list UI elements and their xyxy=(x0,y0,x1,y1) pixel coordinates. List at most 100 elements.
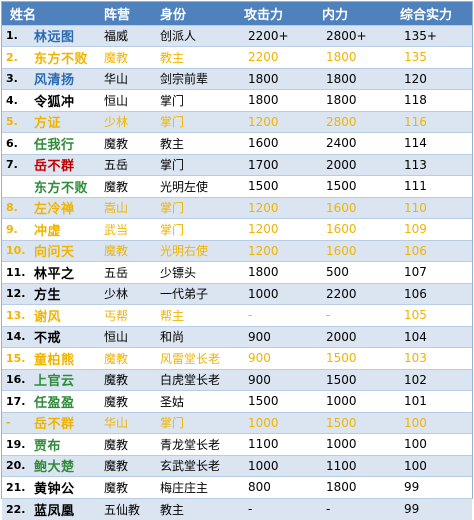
name-cell: 岳不群 xyxy=(32,153,99,176)
name-cell: 令狐冲 xyxy=(32,89,99,111)
table-row: 7. 岳不群 五岳 掌门 1700 2000 113 xyxy=(2,153,473,176)
table-row: 3. 风清扬 华山 剑宗前辈 1800 1800 120 xyxy=(2,67,473,90)
faction-cell: 魔教 xyxy=(98,476,155,498)
total-cell: 104 xyxy=(394,325,473,348)
rank-cell: 9. xyxy=(2,218,32,240)
table-row: 11. 林平之 五岳 少镖头 1800 500 107 xyxy=(2,261,473,283)
rank-cell: 13. xyxy=(2,304,32,326)
inner-cell: 1000 xyxy=(316,433,395,455)
rank-cell: 6. xyxy=(2,132,32,154)
total-cell: 118 xyxy=(394,89,473,111)
inner-cell: 1800 xyxy=(316,67,395,90)
table-row: 16. 上官云 魔教 白虎堂长老 900 1500 102 xyxy=(2,368,473,391)
name-cell: 冲虚 xyxy=(32,218,99,240)
inner-cell: 1600 xyxy=(316,218,395,240)
total-cell: 103 xyxy=(394,347,473,369)
inner-cell: 1100 xyxy=(316,454,395,477)
name-cell: 童柏熊 xyxy=(32,347,99,369)
inner-cell: 2000 xyxy=(316,153,395,176)
total-cell: 113 xyxy=(394,153,473,176)
name-cell: 贾布 xyxy=(32,433,99,455)
inner-cell: 2800 xyxy=(316,110,395,133)
total-cell: 135+ xyxy=(394,24,473,47)
faction-cell: 魔教 xyxy=(98,368,155,391)
total-cell: 109 xyxy=(394,218,473,240)
total-cell: 120 xyxy=(394,67,473,90)
attack-cell: 1800 xyxy=(238,89,317,111)
rank-cell: - xyxy=(2,411,32,434)
table-row: 2. 东方不败 魔教 教主 2200 1800 135 xyxy=(2,46,473,68)
attack-cell: 800 xyxy=(238,476,317,498)
faction-cell: 魔教 xyxy=(98,433,155,455)
rank-cell: 22. xyxy=(2,497,32,520)
table-row: 13. 谢风 丐帮 帮主 - -105 xyxy=(2,304,473,326)
role-cell: 掌门 xyxy=(154,153,239,176)
total-cell: 99 xyxy=(394,476,473,498)
inner-cell: 1600 xyxy=(316,196,395,219)
header-total: 综合实力 xyxy=(394,2,473,25)
faction-cell: 恒山 xyxy=(98,89,155,111)
attack-cell: 1200 xyxy=(238,218,317,240)
total-cell: 111 xyxy=(394,175,473,197)
total-cell: 114 xyxy=(394,132,473,154)
rank-cell: 16. xyxy=(2,368,32,391)
table-row: 12. 方生 少林 一代弟子 1000 2200 106 xyxy=(2,282,473,305)
inner-cell: 1800 xyxy=(316,46,395,68)
role-cell: 青龙堂长老 xyxy=(154,433,239,455)
total-cell: 135 xyxy=(394,46,473,68)
inner-cell: 1600 xyxy=(316,239,395,262)
attack-cell: 1200 xyxy=(238,110,317,133)
table-row: - 岳不群 华山 掌门 1000 1500 100 xyxy=(2,411,473,434)
total-cell: 107 xyxy=(394,261,473,283)
role-cell: 教主 xyxy=(154,497,239,520)
rank-cell: 21. xyxy=(2,476,32,498)
attack-cell: 900 xyxy=(238,325,317,348)
attack-cell: 1200 xyxy=(238,196,317,219)
name-cell: 林远图 xyxy=(32,24,99,47)
table-row: 15. 童柏熊 魔教 风雷堂长老 900 1500 103 xyxy=(2,347,473,369)
table-row: 10. 向问天 魔教 光明右使 1200 1600 106 xyxy=(2,239,473,262)
total-cell: 100 xyxy=(394,411,473,434)
faction-cell: 五岳 xyxy=(98,261,155,283)
rank-cell: 5. xyxy=(2,110,32,133)
attack-cell: 1600 xyxy=(238,132,317,154)
name-cell: 上官云 xyxy=(32,368,99,391)
table-row: 14. 不戒 恒山 和尚 900 2000 104 xyxy=(2,325,473,348)
role-cell: 掌门 xyxy=(154,411,239,434)
role-cell: 和尚 xyxy=(154,325,239,348)
role-cell: 掌门 xyxy=(154,218,239,240)
table-row: 9. 冲虚 武当 掌门 1200 1600 109 xyxy=(2,218,473,240)
table-row: 17. 任盈盈 魔教 圣姑 1500 1000 101 xyxy=(2,390,473,412)
role-cell: 风雷堂长老 xyxy=(154,347,239,369)
inner-cell: 2000 xyxy=(316,325,395,348)
attack-cell: 2200+ xyxy=(238,24,317,47)
rank-cell: 15. xyxy=(2,347,32,369)
table-row: 19. 贾布 魔教 青龙堂长老 1100 1000 100 xyxy=(2,433,473,455)
inner-cell: 1500 xyxy=(316,347,395,369)
inner-cell: - xyxy=(316,304,395,326)
rank-cell: 1. xyxy=(2,24,32,47)
inner-cell: 1500 xyxy=(316,175,395,197)
role-cell: 玄武堂长老 xyxy=(154,454,239,477)
rank-cell: 7. xyxy=(2,153,32,176)
rank-cell: 4. xyxy=(2,89,32,111)
inner-cell: 2400 xyxy=(316,132,395,154)
faction-cell: 五仙教 xyxy=(98,497,155,520)
name-cell: 方证 xyxy=(32,110,99,133)
role-cell: 掌门 xyxy=(154,89,239,111)
header-inner: 内力 xyxy=(316,2,395,25)
header-faction: 阵营 xyxy=(98,2,155,25)
role-cell: 光明左使 xyxy=(154,175,239,197)
attack-cell: - xyxy=(238,497,317,520)
name-cell: 向问天 xyxy=(32,239,99,262)
faction-cell: 武当 xyxy=(98,218,155,240)
total-cell: 116 xyxy=(394,110,473,133)
inner-cell: 2200 xyxy=(316,282,395,305)
name-cell: 左冷禅 xyxy=(32,196,99,219)
role-cell: 剑宗前辈 xyxy=(154,67,239,90)
header-role: 身份 xyxy=(154,2,239,25)
inner-cell: 1500 xyxy=(316,411,395,434)
rank-cell: 8. xyxy=(2,196,32,219)
faction-cell: 少林 xyxy=(98,282,155,305)
